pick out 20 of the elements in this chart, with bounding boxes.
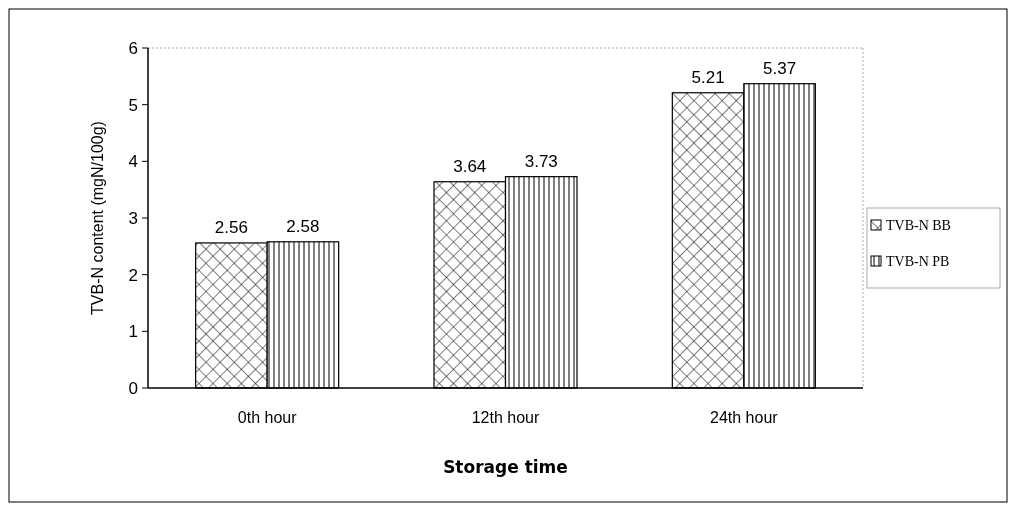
data-label: 3.73	[524, 151, 558, 171]
x-tick-label: 0th hour	[237, 409, 298, 426]
y-axis-title: TVB-N content (mgN/100g)	[89, 121, 106, 315]
x-tick-label: 12th hour	[471, 409, 540, 426]
data-label: 5.21	[691, 67, 725, 87]
legend-label: TVB-N PB	[886, 253, 950, 269]
data-label: 3.64	[453, 156, 487, 176]
x-tick-label: 24th hour	[710, 409, 779, 426]
data-label: 2.56	[214, 217, 248, 237]
legend-label: TVB-N BB	[886, 217, 951, 233]
data-label: 5.37	[763, 58, 797, 78]
y-tick-label: 4	[128, 152, 138, 172]
y-tick-label: 1	[128, 322, 138, 342]
x-axis-title: Storage time	[443, 457, 568, 477]
y-tick-label: 0	[128, 378, 138, 398]
y-tick-label: 2	[128, 265, 138, 285]
data-label: 2.58	[286, 216, 320, 236]
y-tick-label: 6	[128, 38, 138, 58]
y-tick-label: 3	[128, 208, 138, 228]
y-tick-label: 5	[128, 95, 138, 115]
